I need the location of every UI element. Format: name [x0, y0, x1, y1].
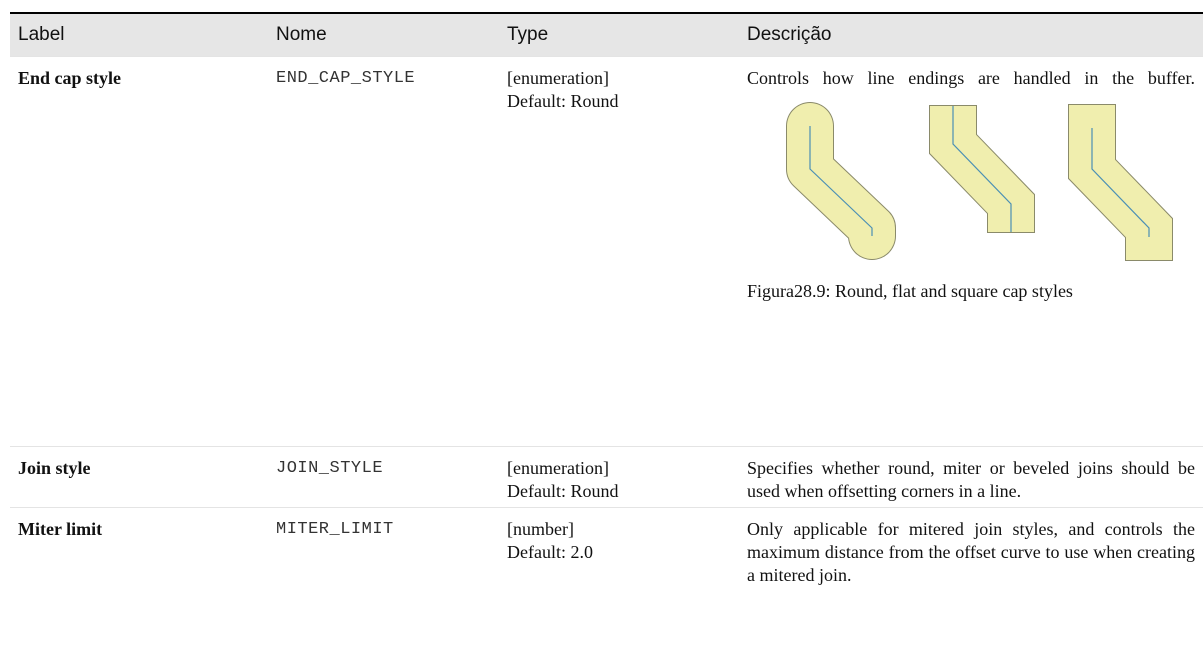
cap-style-figure — [786, 102, 1173, 261]
header-row: Label Nome Type Descrição — [10, 13, 1203, 57]
type: [number] — [507, 519, 574, 539]
label: Miter limit — [10, 507, 258, 591]
row: Join style JOIN_STYLE [enumeration] Defau… — [10, 446, 1203, 508]
description: Only applicable for mitered join styles,… — [739, 507, 1203, 591]
type-cell: [enumeration] Default: Round — [499, 56, 739, 447]
type: [enumeration] — [507, 458, 609, 478]
label: Join style — [10, 446, 258, 508]
figure-caption: Figura28.9: Round, flat and square cap s… — [747, 281, 1073, 301]
description: Specifies whether round, miter or bevele… — [739, 446, 1203, 508]
name: MITER_LIMIT — [258, 507, 499, 591]
type-cell: [enumeration] Default: Round — [499, 446, 739, 508]
default: Default: 2.0 — [507, 542, 593, 562]
header-cell: Type — [499, 13, 739, 57]
default: Default: Round — [507, 481, 619, 501]
type: [enumeration] — [507, 68, 609, 88]
name: JOIN_STYLE — [258, 446, 499, 508]
parameter-table: Label Nome Type Descrição End cap style … — [10, 12, 1203, 591]
type-cell: [number] Default: 2.0 — [499, 507, 739, 591]
description: Controls how line endings are handled in… — [747, 68, 1195, 88]
default: Default: Round — [507, 91, 619, 111]
label: End cap style — [10, 56, 258, 447]
header-cell: Descrição — [739, 13, 1203, 57]
header-cell: Nome — [258, 13, 499, 57]
row: Miter limit MITER_LIMIT [number] Default:… — [10, 507, 1203, 591]
description-cell: Controls how line endings are handled in… — [739, 56, 1203, 447]
row: End cap style END_CAP_STYLE [enumeration… — [10, 56, 1203, 447]
header-cell: Label — [10, 13, 258, 57]
name: END_CAP_STYLE — [258, 56, 499, 447]
